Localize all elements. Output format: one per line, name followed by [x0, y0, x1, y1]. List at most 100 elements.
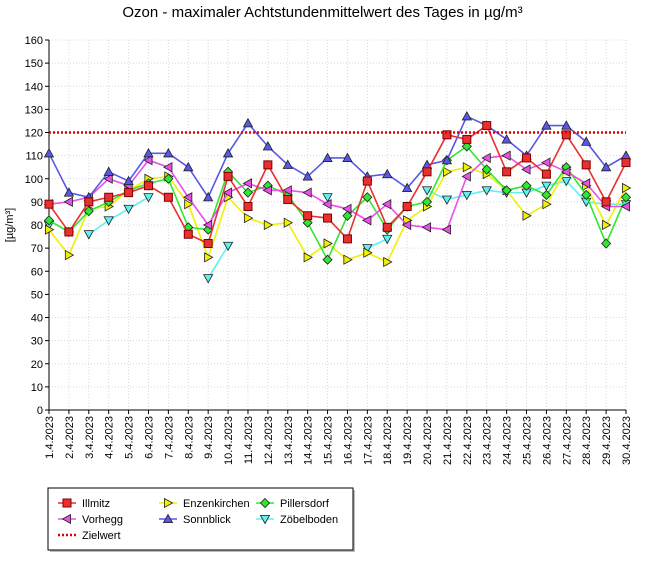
data-point-vorhegg	[63, 196, 73, 208]
data-point-enzenkirchen	[303, 252, 313, 263]
series-illmitz	[44, 121, 631, 248]
data-point-enzenkirchen	[283, 217, 294, 228]
data-point-vorhegg	[362, 215, 372, 226]
data-point-enzenkirchen	[323, 238, 333, 249]
legend-marker-z-belboden	[259, 515, 271, 525]
y-tick-label: 0	[37, 405, 43, 417]
data-point-pillersdorf	[601, 238, 612, 249]
x-tick-label: 4.4.2023	[104, 416, 116, 459]
data-point-sonnblick	[143, 147, 154, 158]
data-point-illmitz	[522, 153, 532, 163]
data-point-illmitz	[482, 121, 492, 131]
data-point-enzenkirchen	[602, 219, 612, 231]
data-point-vorhegg	[461, 171, 471, 182]
data-point-illmitz	[263, 160, 273, 170]
data-point-sonnblick	[561, 120, 572, 130]
series-area	[43, 110, 632, 284]
data-point-enzenkirchen	[184, 199, 194, 210]
data-point-illmitz	[143, 181, 153, 191]
legend-label-z-belboden: Zöbelboden	[280, 514, 338, 526]
data-point-vorhegg	[560, 166, 571, 177]
x-tick-label: 9.4.2023	[203, 416, 215, 459]
data-point-vorhegg	[521, 164, 531, 175]
series-line-vorhegg	[48, 154, 626, 231]
data-point-pillersdorf	[242, 187, 254, 198]
x-tick-label: 25.4.2023	[522, 416, 534, 465]
data-point-sonnblick	[222, 147, 234, 158]
data-point-z-belboden	[561, 177, 572, 187]
data-point-illmitz	[223, 171, 233, 181]
series-line-z-belboden	[88, 196, 149, 235]
data-point-pillersdorf	[421, 196, 433, 207]
data-point-illmitz	[183, 229, 193, 239]
data-point-sonnblick	[183, 161, 194, 172]
data-point-sonnblick	[103, 166, 114, 176]
data-point-pillersdorf	[362, 192, 373, 203]
data-point-illmitz	[621, 158, 631, 168]
y-tick-label: 10	[31, 382, 43, 394]
data-point-vorhegg	[182, 192, 193, 203]
x-tick-label: 24.4.2023	[502, 416, 514, 465]
data-point-illmitz	[422, 167, 432, 177]
x-tick-label: 14.4.2023	[303, 416, 315, 465]
data-point-pillersdorf	[322, 254, 333, 265]
y-tick-label: 70	[31, 243, 43, 255]
legend-marker-vorhegg	[61, 513, 71, 525]
data-point-vorhegg	[441, 224, 451, 235]
y-tick-label: 90	[31, 197, 43, 209]
x-tick-label: 10.4.2023	[223, 416, 235, 465]
series-line-sonnblick	[48, 115, 627, 199]
legend-marker-enzenkirchen	[163, 497, 174, 509]
data-point-z-belboden	[481, 186, 492, 196]
legend-label-sonnblick: Sonnblick	[183, 514, 231, 526]
x-tick-label: 18.4.2023	[382, 416, 394, 465]
y-tick-label: 40	[31, 313, 43, 325]
y-axis-label: [µg/m³]	[4, 208, 16, 242]
data-point-illmitz	[362, 176, 372, 186]
data-point-vorhegg	[103, 173, 113, 184]
data-point-vorhegg	[242, 178, 252, 189]
series-line-pillersdorf	[48, 145, 627, 262]
series-line-z-belboden	[207, 245, 229, 279]
x-tick-label: 23.4.2023	[482, 416, 494, 465]
y-tick-label: 30	[31, 336, 43, 348]
data-point-illmitz	[163, 192, 173, 202]
data-point-sonnblick	[43, 147, 55, 158]
data-point-enzenkirchen	[542, 199, 552, 210]
legend-label-vorhegg: Vorhegg	[82, 514, 123, 526]
y-tick-label: 80	[31, 220, 43, 232]
data-point-pillersdorf	[342, 210, 353, 221]
data-point-vorhegg	[143, 155, 153, 166]
data-point-vorhegg	[302, 187, 312, 198]
data-point-sonnblick	[282, 159, 293, 169]
data-point-illmitz	[243, 202, 253, 211]
data-point-illmitz	[442, 130, 452, 140]
data-point-z-belboden	[461, 190, 473, 201]
x-tick-label: 21.4.2023	[442, 416, 454, 465]
data-point-vorhegg	[501, 150, 511, 161]
data-point-vorhegg	[381, 199, 392, 210]
x-tick-label: 29.4.2023	[601, 416, 613, 465]
data-point-sonnblick	[163, 147, 174, 158]
data-point-enzenkirchen	[263, 219, 274, 231]
legend-marker-sonnblick	[162, 513, 174, 523]
x-tick-label: 27.4.2023	[561, 416, 573, 465]
legend: Illmitz Enzenkirchen Pillersdorf Vorhegg Son…	[47, 487, 355, 552]
data-point-illmitz	[581, 160, 591, 170]
data-point-enzenkirchen	[45, 224, 55, 235]
legend-label-zielwert: Zielwert	[82, 530, 121, 542]
data-point-sonnblick	[461, 110, 473, 121]
data-point-vorhegg	[202, 219, 213, 231]
series-vorhegg	[43, 150, 630, 235]
data-point-z-belboden	[421, 186, 433, 196]
data-point-illmitz	[402, 202, 412, 211]
data-point-z-belboden	[202, 274, 214, 284]
x-tick-label: 3.4.2023	[84, 416, 96, 459]
data-point-illmitz	[601, 197, 611, 207]
x-tick-label: 11.4.2023	[243, 416, 255, 464]
data-point-z-belboden	[83, 230, 94, 240]
x-tick-label: 6.4.2023	[143, 416, 155, 459]
axes: 0 10 20 30 40 50 60 70 80 90 100 110 120 130 140 150 160…	[25, 35, 633, 465]
y-tick-label: 120	[25, 128, 43, 140]
x-tick-label: 2.4.2023	[64, 416, 76, 459]
